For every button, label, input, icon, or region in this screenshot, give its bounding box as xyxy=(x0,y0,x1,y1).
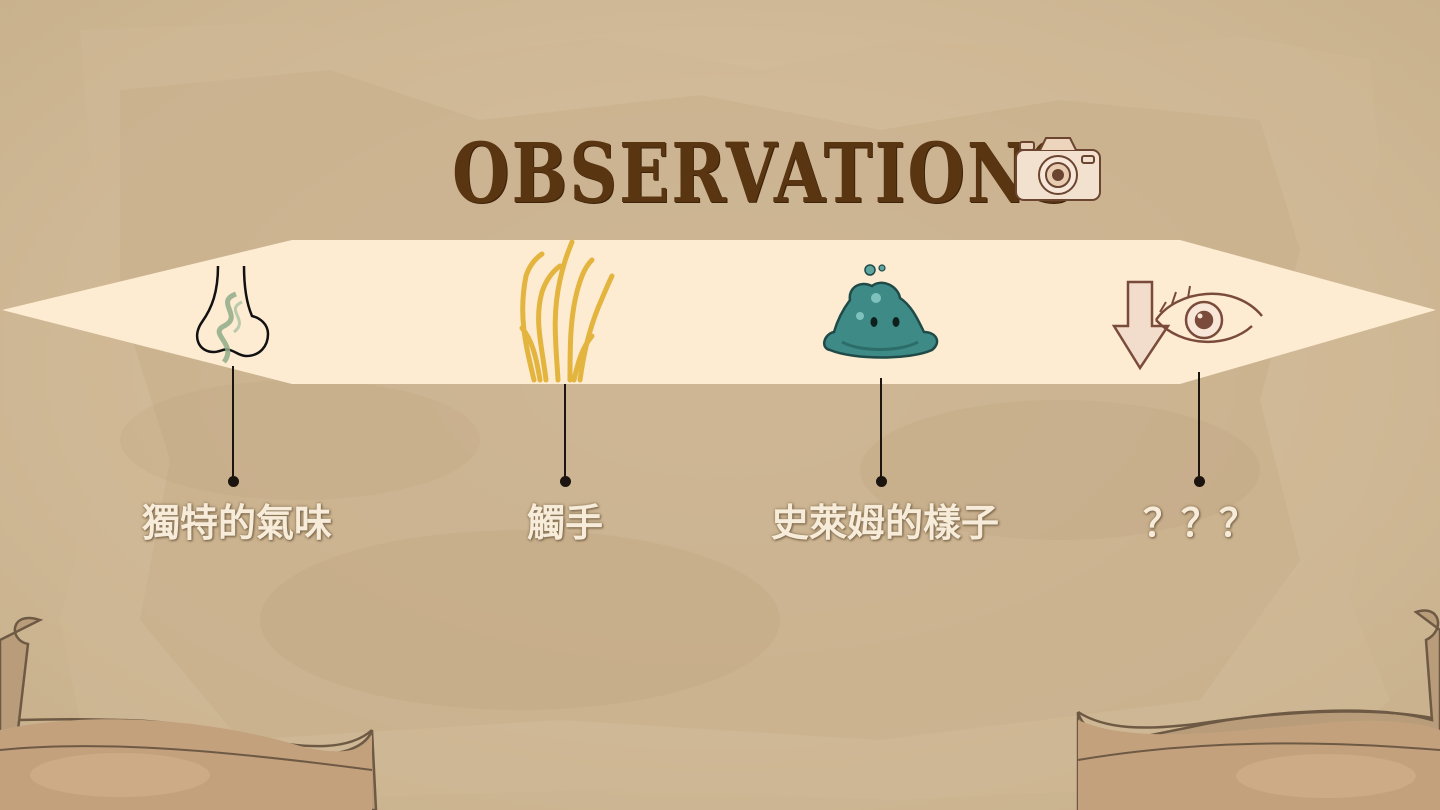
scroll-banner-left xyxy=(0,616,378,810)
observation-label-tentacles: 觸手 xyxy=(526,501,603,545)
scroll-banner-right xyxy=(1076,609,1440,810)
timeline-band xyxy=(2,240,1436,384)
eye-icon xyxy=(1112,280,1263,371)
camera-icon xyxy=(1015,137,1101,201)
timeline-dot xyxy=(1194,476,1205,487)
timeline-stem xyxy=(880,378,882,482)
timeline-stem xyxy=(564,384,566,482)
timeline-stem xyxy=(232,366,234,482)
observation-label-smell: 獨特的氣味 xyxy=(141,501,332,545)
timeline-dot xyxy=(228,476,239,487)
page-title: OBSERVATIONS xyxy=(452,124,1079,222)
timeline-dot xyxy=(560,476,571,487)
tentacles-icon xyxy=(519,239,615,383)
observation-label-slime: 史萊姆的樣子 xyxy=(770,501,999,545)
nose-icon xyxy=(195,265,270,364)
slime-icon xyxy=(822,264,939,359)
timeline-stem xyxy=(1198,372,1200,482)
timeline-dot xyxy=(876,476,887,487)
observation-label-unknown: ？？？ xyxy=(1142,501,1257,545)
